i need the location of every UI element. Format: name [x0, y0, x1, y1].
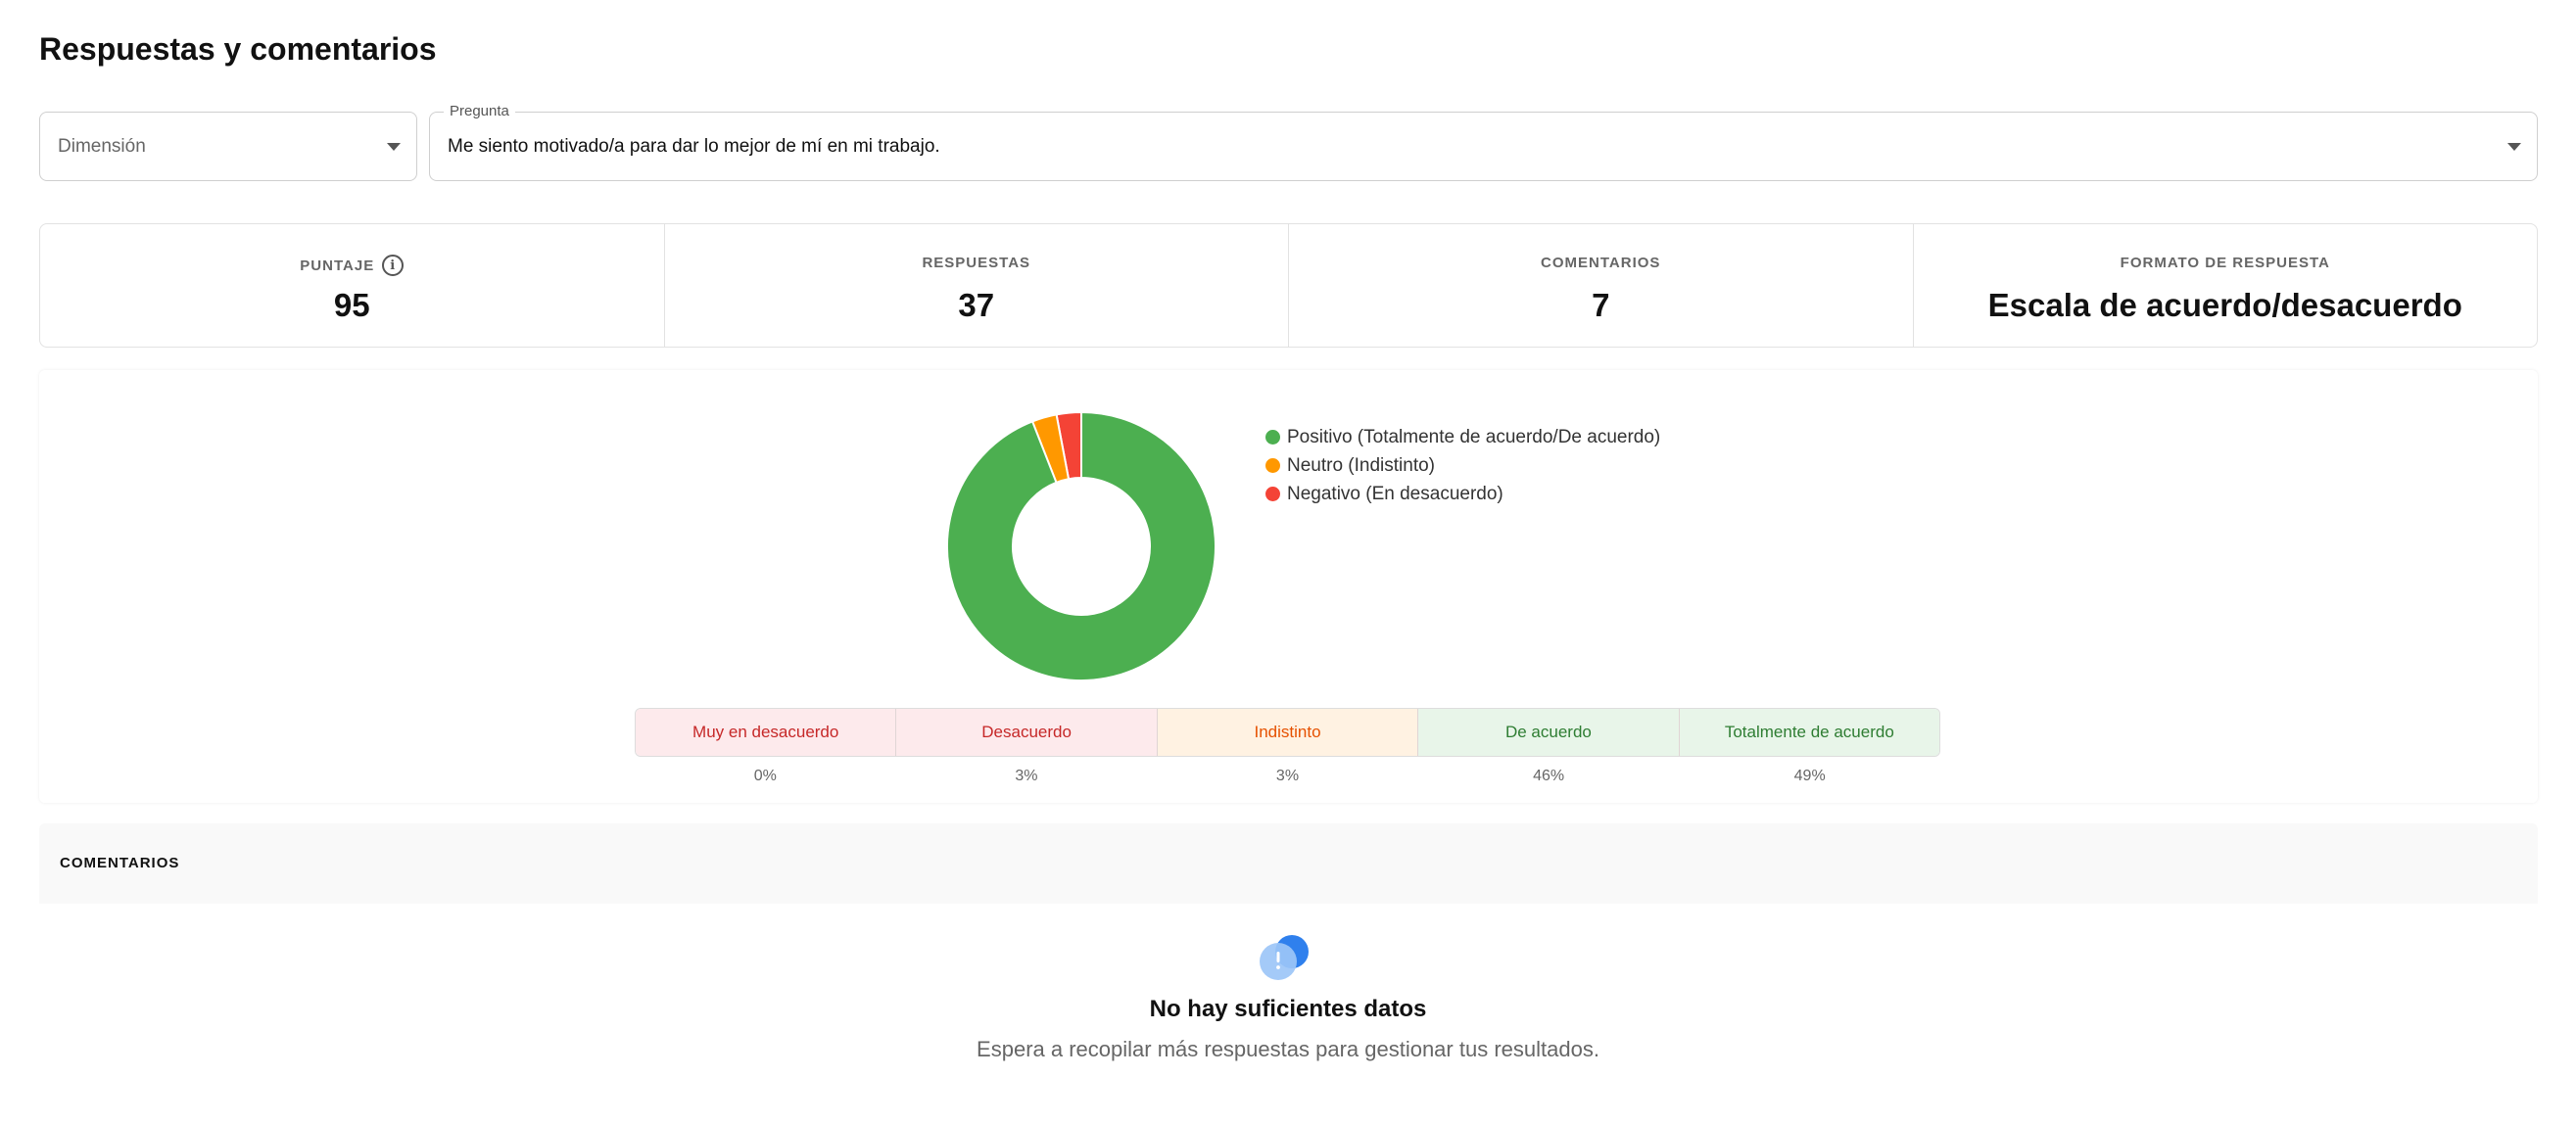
- scale-percentage: 3%: [1015, 768, 1038, 784]
- legend-item[interactable]: Positivo (Totalmente de acuerdo/De acuer…: [1265, 423, 1660, 451]
- stat-format-value: Escala de acuerdo/desacuerdo: [1987, 287, 2462, 323]
- alert-bubble-icon: [1260, 935, 1309, 980]
- scale-segment: Indistinto: [1157, 709, 1419, 756]
- page-title: Respuestas y comentarios: [39, 31, 437, 67]
- stat-comments: COMENTARIOS 7: [1289, 224, 1914, 347]
- stat-responses: RESPUESTAS 37: [665, 224, 1289, 347]
- legend-label: Positivo (Totalmente de acuerdo/De acuer…: [1287, 426, 1661, 447]
- comments-title: COMENTARIOS: [60, 855, 180, 871]
- stats-bar: PUNTAJE i 95 RESPUESTAS 37 COMENTARIOS 7…: [39, 223, 2538, 348]
- stat-comments-value: 7: [1592, 287, 1610, 323]
- legend-dot-icon: [1265, 487, 1280, 501]
- legend-label: Negativo (En desacuerdo): [1287, 483, 1503, 504]
- stat-score: PUNTAJE i 95: [40, 224, 665, 347]
- question-value: Me siento motivado/a para dar lo mejor d…: [448, 135, 940, 157]
- scale-percentage: 0%: [753, 768, 777, 784]
- scale-segment: Desacuerdo: [896, 709, 1158, 756]
- dimension-placeholder: Dimensión: [58, 135, 146, 157]
- legend-item[interactable]: Neutro (Indistinto): [1265, 451, 1660, 480]
- scale-percentage: 49%: [1793, 768, 1826, 784]
- stat-responses-value: 37: [958, 287, 995, 323]
- scale-segment: Totalmente de acuerdo: [1679, 709, 1939, 756]
- dimension-select[interactable]: Dimensión: [39, 112, 417, 181]
- chart-panel: Positivo (Totalmente de acuerdo/De acuer…: [39, 370, 2538, 803]
- scale-percentages: 0% 3% 3% 46% 49%: [635, 760, 1940, 785]
- stat-score-value: 95: [333, 287, 370, 323]
- question-select[interactable]: Pregunta Me siento motivado/a para dar l…: [429, 103, 2538, 181]
- donut-slice[interactable]: [946, 410, 1216, 681]
- scale-segment: De acuerdo: [1418, 709, 1680, 756]
- chart-legend: Positivo (Totalmente de acuerdo/De acuer…: [1265, 423, 1660, 508]
- empty-state-description: Espera a recopilar más respuestas para g…: [977, 1037, 1599, 1061]
- scale-segment: Muy en desacuerdo: [636, 709, 897, 756]
- legend-dot-icon: [1265, 458, 1280, 473]
- legend-dot-icon: [1265, 430, 1280, 445]
- stat-format: FORMATO DE RESPUESTA Escala de acuerdo/d…: [1914, 224, 2538, 347]
- donut-chart: [946, 410, 1216, 681]
- info-icon[interactable]: i: [382, 255, 405, 276]
- donut-slice[interactable]: [1030, 413, 1071, 485]
- stat-responses-label: RESPUESTAS: [922, 255, 1031, 271]
- stat-score-label: PUNTAJE: [300, 257, 375, 274]
- question-label: Pregunta: [444, 103, 515, 119]
- scale-bar: Muy en desacuerdo Desacuerdo Indistinto De …: [635, 708, 1940, 757]
- comments-header: COMENTARIOS: [39, 823, 2538, 904]
- stat-format-label: FORMATO DE RESPUESTA: [2120, 255, 2330, 271]
- scale-percentage: 3%: [1275, 768, 1300, 784]
- scale-percentage: 46%: [1533, 768, 1565, 784]
- stat-comments-label: COMENTARIOS: [1541, 255, 1661, 271]
- empty-state-title: No hay suficientes datos: [1149, 996, 1427, 1022]
- chevron-down-icon: [387, 143, 401, 151]
- chevron-down-icon: [2507, 143, 2521, 151]
- legend-label: Neutro (Indistinto): [1287, 454, 1436, 476]
- legend-item[interactable]: Negativo (En desacuerdo): [1265, 480, 1660, 508]
